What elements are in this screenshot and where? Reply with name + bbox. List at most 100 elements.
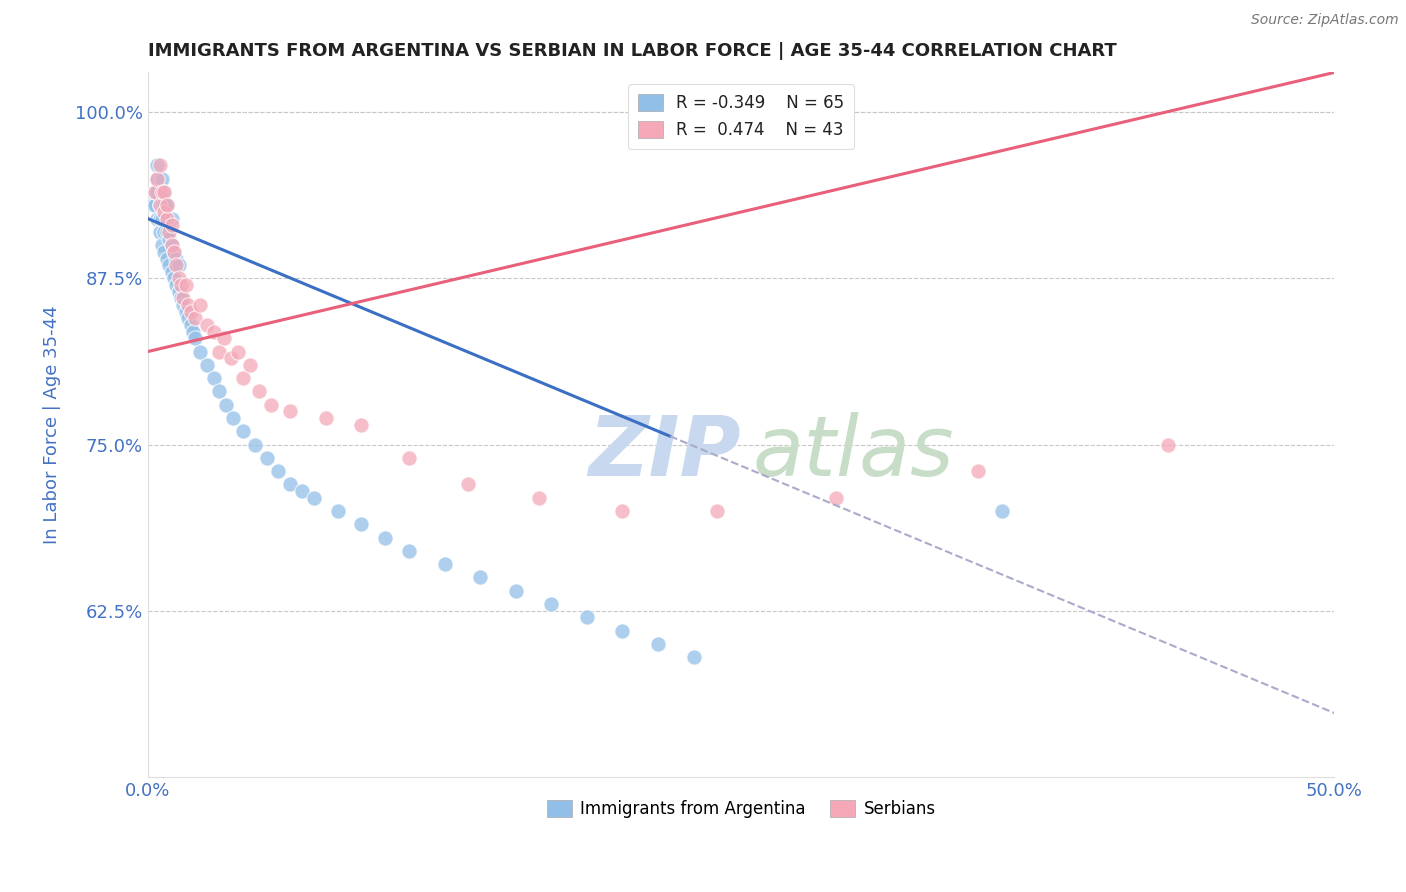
Point (249, 384, 271, 399)
Point (157, 225, 180, 239)
Point (160, 265, 183, 279)
Point (232, 371, 254, 385)
Point (150, 211, 173, 226)
Point (239, 358, 262, 372)
Point (172, 298, 194, 312)
Point (195, 358, 218, 372)
Point (143, 185, 166, 199)
Point (177, 298, 200, 312)
Point (160, 238, 183, 252)
Point (143, 198, 166, 212)
Point (156, 252, 179, 266)
Point (165, 258, 187, 272)
Text: Source: ZipAtlas.com: Source: ZipAtlas.com (1251, 13, 1399, 28)
Point (398, 450, 420, 465)
Point (278, 477, 301, 491)
Point (153, 225, 176, 239)
Point (156, 225, 179, 239)
Point (350, 517, 373, 532)
Point (165, 278, 187, 293)
Point (188, 344, 211, 359)
Point (167, 285, 190, 299)
Point (146, 171, 169, 186)
Text: ZIP: ZIP (589, 412, 741, 493)
Text: IMMIGRANTS FROM ARGENTINA VS SERBIAN IN LABOR FORCE | AGE 35-44 CORRELATION CHAR: IMMIGRANTS FROM ARGENTINA VS SERBIAN IN … (148, 42, 1116, 60)
Point (398, 544, 420, 558)
Point (153, 198, 176, 212)
Point (160, 211, 183, 226)
Point (180, 318, 202, 332)
Point (172, 292, 194, 306)
Point (149, 225, 172, 239)
Point (167, 271, 190, 285)
Point (260, 398, 283, 412)
Point (156, 211, 179, 226)
Point (156, 198, 179, 212)
Point (163, 271, 186, 285)
Point (156, 198, 179, 212)
Point (612, 504, 634, 518)
Point (184, 331, 207, 345)
Point (682, 650, 704, 665)
Point (278, 404, 301, 418)
Point (160, 219, 183, 233)
Point (153, 244, 176, 259)
Point (165, 252, 187, 266)
Point (291, 484, 314, 499)
Point (157, 231, 180, 245)
Point (267, 464, 290, 478)
Point (146, 211, 169, 226)
Point (149, 198, 172, 212)
Point (181, 325, 204, 339)
Point (326, 504, 349, 518)
Point (149, 198, 172, 212)
Point (146, 158, 169, 172)
Point (160, 238, 183, 252)
Point (505, 583, 527, 598)
Point (215, 398, 238, 412)
Point (180, 304, 202, 318)
Point (706, 504, 728, 518)
Point (149, 211, 172, 226)
Point (170, 278, 193, 293)
Point (174, 278, 197, 293)
Point (647, 637, 669, 651)
Point (195, 318, 218, 332)
Point (219, 351, 242, 366)
Point (174, 304, 197, 318)
Point (374, 531, 396, 545)
Y-axis label: In Labor Force | Age 35-44: In Labor Force | Age 35-44 (44, 305, 60, 544)
Point (302, 491, 325, 505)
Point (967, 464, 990, 478)
Point (468, 570, 491, 584)
Point (575, 610, 598, 624)
Point (150, 198, 173, 212)
Point (243, 437, 266, 451)
Point (142, 198, 165, 212)
Point (991, 504, 1014, 518)
Point (529, 491, 551, 505)
Point (540, 597, 562, 611)
Point (202, 325, 225, 339)
Point (146, 185, 169, 199)
Point (153, 205, 176, 219)
Point (184, 311, 207, 326)
Point (188, 298, 211, 312)
Point (232, 425, 254, 439)
Legend: Immigrants from Argentina, Serbians: Immigrants from Argentina, Serbians (540, 793, 942, 825)
Point (433, 558, 456, 572)
Point (315, 411, 337, 425)
Text: atlas: atlas (754, 412, 955, 493)
Point (167, 258, 190, 272)
Point (256, 450, 278, 465)
Point (825, 491, 848, 505)
Point (170, 292, 193, 306)
Point (143, 185, 166, 199)
Point (157, 258, 180, 272)
Point (212, 331, 235, 345)
Point (457, 477, 479, 491)
Point (177, 311, 200, 326)
Point (150, 185, 173, 199)
Point (163, 244, 186, 259)
Point (149, 158, 172, 172)
